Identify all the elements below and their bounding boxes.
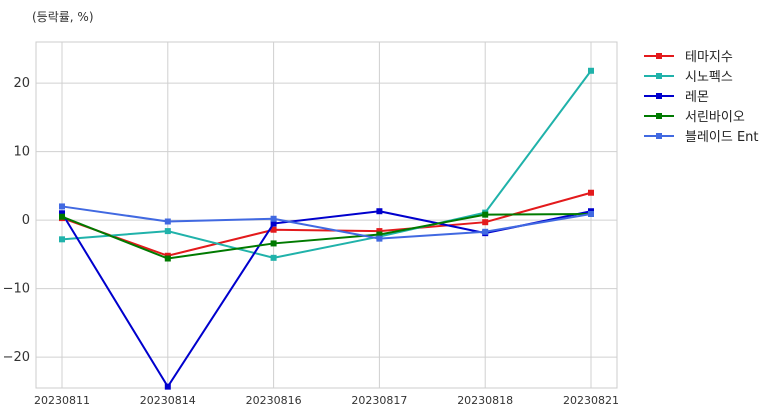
y-tick-label: 10 (13, 145, 30, 160)
legend-label: 테마지수 (685, 50, 733, 65)
legend-label: 시노펙스 (685, 70, 733, 85)
data-point (59, 213, 65, 220)
data-point (59, 210, 65, 217)
data-point (270, 240, 277, 247)
data-point (59, 236, 65, 243)
legend-marker (656, 113, 662, 119)
unit-label: (등락률, %) (32, 10, 94, 24)
data-point (588, 210, 594, 217)
data-point (482, 211, 489, 218)
series-line (61, 212, 592, 260)
x-tick-label: 20230818 (457, 394, 513, 407)
data-point (270, 220, 277, 227)
data-point (164, 218, 171, 225)
legend-label: 레몬 (685, 90, 709, 105)
data-point (376, 208, 383, 215)
data-point (482, 228, 489, 235)
data-point (164, 228, 171, 235)
data-point (164, 255, 171, 262)
series-line (61, 205, 592, 240)
legend-marker (656, 133, 662, 139)
y-tick-label: −20 (3, 350, 30, 365)
legend-label: 블레이드 Ent (685, 130, 759, 145)
data-point (270, 254, 277, 261)
legend-marker (656, 73, 662, 79)
data-point (376, 235, 383, 242)
x-tick-label: 20230811 (34, 394, 90, 407)
series-line (61, 191, 592, 257)
y-tick-label: 0 (22, 213, 30, 228)
data-point (270, 215, 277, 222)
data-point (588, 67, 594, 74)
data-point (376, 228, 383, 235)
y-tick-label: −10 (3, 282, 30, 297)
y-tick-label: 20 (13, 76, 30, 91)
legend-marker (656, 53, 662, 59)
x-tick-label: 20230816 (246, 394, 302, 407)
x-tick-label: 20230814 (140, 394, 196, 407)
data-point (270, 226, 277, 233)
legend-label: 서린바이오 (685, 110, 745, 125)
series-line (61, 70, 592, 259)
data-point (164, 383, 171, 390)
data-point (376, 231, 383, 238)
legend-marker (656, 93, 662, 99)
data-point (482, 219, 489, 226)
x-tick-label: 20230817 (351, 394, 407, 407)
data-point (588, 189, 594, 196)
data-point (59, 203, 65, 210)
x-tick-label: 20230821 (563, 394, 619, 407)
